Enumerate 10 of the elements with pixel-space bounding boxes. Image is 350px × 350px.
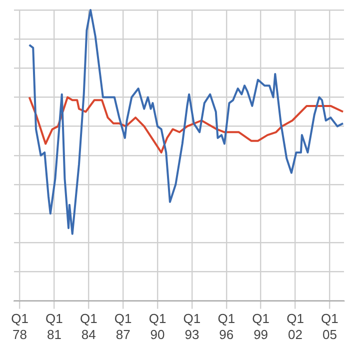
x-tick-label: Q1 02 [286,311,304,342]
x-tick-label: Q1 99 [252,311,270,342]
x-tick-label: Q1 93 [183,311,201,342]
x-tick-label: Q1 81 [46,311,63,342]
x-tick-label: Q1 90 [148,311,166,342]
x-tick-label: Q1 96 [218,311,236,342]
x-tick-label: Q1 78 [11,311,28,342]
x-tick-label: Q1 05 [321,311,338,342]
x-tick-label: Q1 84 [80,311,98,342]
x-tick-label: Q1 87 [114,311,132,342]
